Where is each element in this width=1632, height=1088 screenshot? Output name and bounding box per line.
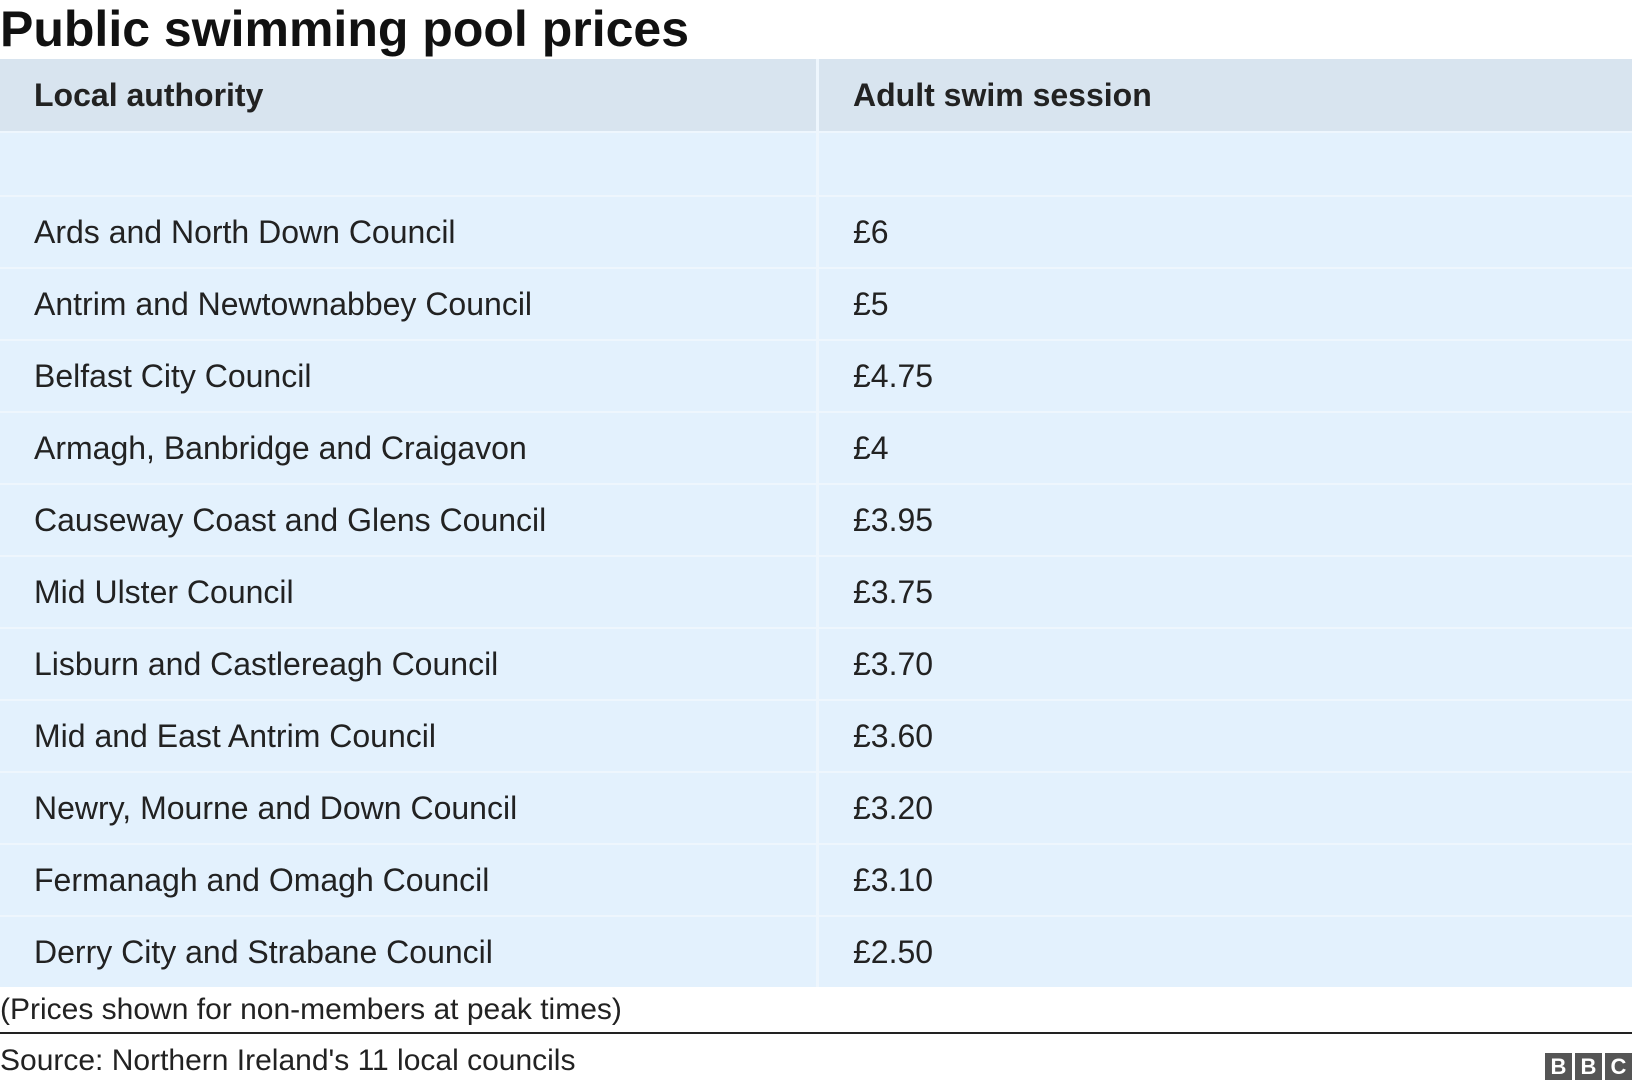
bbc-logo: B B C [1545,1053,1632,1080]
cell-local-authority: Fermanagh and Omagh Council [0,843,819,915]
cell-local-authority: Antrim and Newtownabbey Council [0,267,819,339]
table-note: (Prices shown for non-members at peak ti… [0,993,622,1026]
cell-adult-swim-price: £3.60 [819,699,1632,771]
cell-local-authority: Belfast City Council [0,339,819,411]
cell-adult-swim-price: £3.10 [819,843,1632,915]
table-row: Mid and East Antrim Council £3.60 [0,699,1632,771]
cell-adult-swim-price: £5 [819,267,1632,339]
table-row: Lisburn and Castlereagh Council £3.70 [0,627,1632,699]
cell-local-authority: Mid and East Antrim Council [0,699,819,771]
table-row: Causeway Coast and Glens Council £3.95 [0,483,1632,555]
column-header-local-authority: Local authority [0,59,819,131]
table-row: Ards and North Down Council £6 [0,195,1632,267]
cell-adult-swim-price: £3.95 [819,483,1632,555]
cell-local-authority: Lisburn and Castlereagh Council [0,627,819,699]
table-row: Fermanagh and Omagh Council £3.10 [0,843,1632,915]
cell-adult-swim-price: £3.20 [819,771,1632,843]
cell-adult-swim-price: £4 [819,411,1632,483]
table-row: Armagh, Banbridge and Craigavon £4 [0,411,1632,483]
column-header-adult-swim-session: Adult swim session [819,59,1632,131]
table-body: Ards and North Down Council £6 Antrim and … [0,131,1632,987]
table-row: Mid Ulster Council £3.75 [0,555,1632,627]
table-row: Belfast City Council £4.75 [0,339,1632,411]
cell-adult-swim-price: £3.70 [819,627,1632,699]
cell-adult-swim-price: £4.75 [819,339,1632,411]
table-row: Derry City and Strabane Council £2.50 [0,915,1632,987]
bbc-logo-letter: C [1605,1053,1632,1080]
price-table: Local authority Adult swim session Ards … [0,59,1632,987]
table-header-row: Local authority Adult swim session [0,59,1632,131]
table-row: Antrim and Newtownabbey Council £5 [0,267,1632,339]
cell-local-authority: Newry, Mourne and Down Council [0,771,819,843]
cell-local-authority: Derry City and Strabane Council [0,915,819,987]
cell-adult-swim-price: £3.75 [819,555,1632,627]
chart-title: Public swimming pool prices [0,1,690,57]
cell-local-authority: Ards and North Down Council [0,195,819,267]
cell-adult-swim-price: £2.50 [819,915,1632,987]
footer-divider [0,1032,1632,1034]
table-row [0,131,1632,195]
bbc-logo-letter: B [1545,1053,1572,1080]
table-row: Newry, Mourne and Down Council £3.20 [0,771,1632,843]
source-text: Source: Northern Ireland's 11 local coun… [0,1044,576,1077]
bbc-logo-letter: B [1575,1053,1602,1080]
cell-local-authority: Mid Ulster Council [0,555,819,627]
cell-adult-swim-price [819,131,1632,195]
cell-local-authority [0,131,819,195]
cell-local-authority: Causeway Coast and Glens Council [0,483,819,555]
cell-local-authority: Armagh, Banbridge and Craigavon [0,411,819,483]
cell-adult-swim-price: £6 [819,195,1632,267]
